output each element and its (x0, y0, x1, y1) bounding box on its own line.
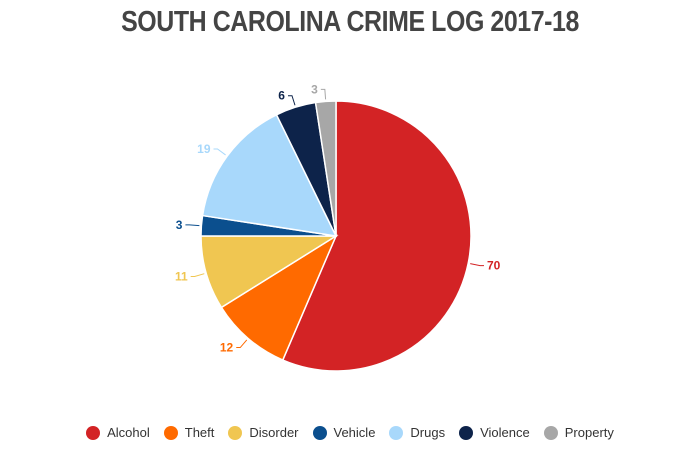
legend-item-violence[interactable]: Violence (459, 425, 530, 440)
legend-label: Disorder (249, 425, 299, 440)
legend-swatch-icon (389, 425, 404, 440)
data-label-drugs: 19 (197, 142, 211, 156)
data-label-violence: 6 (278, 89, 285, 103)
data-label-theft: 12 (220, 341, 234, 355)
data-label-vehicle: 3 (176, 218, 183, 232)
legend-label: Drugs (410, 425, 446, 440)
label-leader-line (190, 273, 205, 277)
label-leader-line (287, 95, 296, 106)
legend-swatch-icon (312, 425, 327, 440)
legend-swatch-icon (543, 425, 558, 440)
legend-label: Property (564, 425, 614, 440)
legend-item-property[interactable]: Property (543, 425, 614, 440)
label-leader-line (470, 263, 484, 267)
legend-label: Vehicle (333, 425, 376, 440)
legend-label: Violence (480, 425, 530, 440)
legend-label: Theft (184, 425, 215, 440)
pie-slice-alcohol (281, 100, 472, 372)
label-leader-line (213, 148, 226, 156)
pie-slice-theft (220, 234, 338, 362)
legend-item-vehicle[interactable]: Vehicle (312, 425, 376, 440)
legend-swatch-icon (163, 425, 178, 440)
legend-swatch-icon (86, 425, 101, 440)
data-label-alcohol: 70 (487, 259, 501, 273)
label-leader-line (185, 224, 200, 227)
pie-slice-property (314, 100, 337, 237)
legend-swatch-icon (459, 425, 474, 440)
legend-swatch-icon (228, 425, 243, 440)
data-label-disorder: 11 (175, 269, 188, 283)
label-leader-line (320, 88, 327, 100)
label-leader-line (236, 339, 248, 349)
legend: Alcohol Theft Disorder Vehicle Drugs Violence… (0, 425, 700, 440)
data-label-property: 3 (311, 82, 318, 96)
chart-title: SOUTH CAROLINA CRIME LOG 2017-18 (121, 6, 579, 38)
legend-label: Alcohol (107, 425, 150, 440)
legend-item-disorder[interactable]: Disorder (228, 425, 299, 440)
legend-item-theft[interactable]: Theft (163, 425, 215, 440)
legend-item-drugs[interactable]: Drugs (389, 425, 445, 440)
pie-slice-drugs (201, 113, 338, 237)
legend-item-alcohol[interactable]: Alcohol (86, 425, 150, 440)
